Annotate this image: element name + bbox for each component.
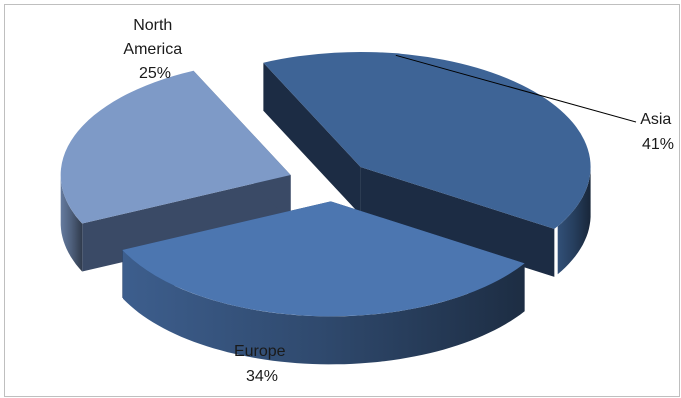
slice-europe-rim <box>123 250 525 365</box>
slice-north-america <box>60 70 291 272</box>
slice-asia-wall-end <box>360 166 555 277</box>
slice-north-america-rim <box>60 173 83 272</box>
slice-asia <box>263 51 591 277</box>
pie-slices <box>60 51 591 365</box>
asia-leader-line <box>395 54 637 123</box>
slice-asia-top <box>263 51 591 229</box>
asia-label: Asia 41% <box>640 111 676 153</box>
slice-europe <box>122 201 525 365</box>
slice-europe-top <box>122 201 525 317</box>
europe-label: Europe 34% <box>234 343 290 385</box>
north-america-label: North America 25% <box>123 17 186 82</box>
slice-north-america-top <box>60 70 291 224</box>
slice-asia-rim <box>557 165 591 275</box>
slice-asia-wall-start <box>263 62 361 215</box>
